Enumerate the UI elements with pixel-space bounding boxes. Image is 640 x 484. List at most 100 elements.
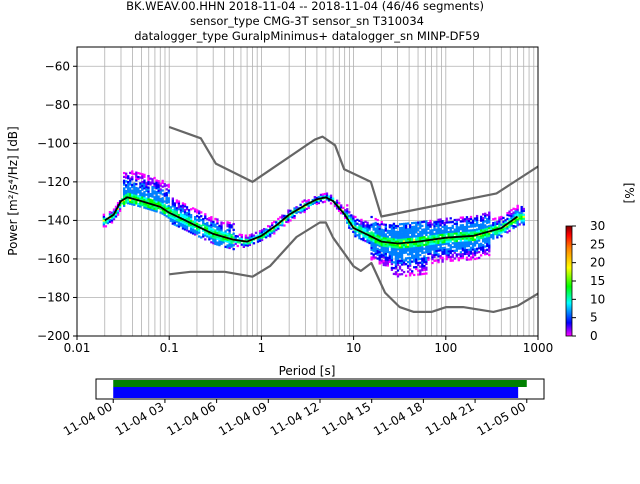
psd-cell bbox=[145, 199, 148, 202]
psd-cell bbox=[220, 221, 223, 224]
psd-cell bbox=[354, 233, 357, 236]
psd-cell bbox=[254, 231, 258, 234]
psd-cell bbox=[417, 252, 420, 255]
psd-cell bbox=[429, 244, 432, 248]
psd-cell bbox=[262, 235, 266, 238]
psd-cell bbox=[400, 251, 404, 255]
psd-cell bbox=[340, 212, 343, 215]
colorbar-tick-label: 20 bbox=[590, 256, 605, 270]
psd-cell bbox=[386, 250, 390, 254]
psd-cell bbox=[165, 184, 168, 187]
psd-cell bbox=[490, 236, 493, 239]
psd-cell bbox=[386, 237, 390, 240]
psd-cell bbox=[133, 184, 136, 187]
psd-cell bbox=[135, 194, 138, 197]
psd-cell bbox=[131, 195, 134, 198]
psd-cell bbox=[137, 204, 140, 208]
psd-cell bbox=[431, 248, 434, 251]
psd-cell bbox=[122, 196, 126, 200]
psd-cell bbox=[508, 212, 511, 215]
psd-cell bbox=[488, 221, 491, 224]
psd-cell bbox=[465, 248, 469, 252]
psd-cell bbox=[411, 254, 414, 258]
psd-cell bbox=[171, 220, 174, 223]
psd-cell bbox=[514, 211, 517, 215]
psd-cell bbox=[273, 230, 276, 233]
psd-cell bbox=[465, 216, 469, 219]
psd-cell bbox=[153, 190, 156, 193]
psd-cell bbox=[370, 231, 373, 234]
psd-cell bbox=[202, 219, 205, 223]
psd-cell bbox=[157, 207, 160, 210]
psd-cell bbox=[447, 240, 450, 243]
psd-cell bbox=[218, 236, 221, 239]
psd-cell bbox=[206, 225, 209, 228]
psd-cell bbox=[153, 205, 156, 208]
psd-cell bbox=[451, 226, 454, 229]
psd-cell bbox=[465, 252, 469, 255]
psd-cell bbox=[382, 260, 385, 263]
psd-cell bbox=[267, 234, 270, 237]
psd-cell bbox=[388, 233, 392, 237]
psd-cell bbox=[463, 231, 467, 234]
psd-cell bbox=[449, 221, 452, 224]
psd-cell bbox=[165, 199, 168, 202]
psd-cell bbox=[469, 215, 473, 219]
psd-cell bbox=[198, 227, 201, 230]
psd-cell bbox=[159, 190, 162, 193]
psd-cell bbox=[461, 241, 465, 244]
psd-cell bbox=[220, 231, 223, 234]
psd-cell bbox=[465, 250, 469, 254]
psd-cell bbox=[400, 273, 404, 276]
psd-cell bbox=[411, 252, 414, 256]
psd-cell bbox=[473, 228, 477, 232]
psd-cell bbox=[400, 226, 404, 230]
psd-cell bbox=[408, 224, 412, 227]
psd-cell bbox=[423, 247, 426, 250]
psd-cell bbox=[488, 215, 491, 218]
psd-cell bbox=[443, 239, 446, 242]
psd-cell bbox=[411, 245, 414, 248]
psd-cell bbox=[516, 212, 519, 215]
psd-cell bbox=[185, 211, 189, 215]
psd-cell bbox=[496, 230, 499, 233]
psd-cell bbox=[429, 250, 432, 253]
psd-cell bbox=[386, 235, 390, 238]
psd-cell bbox=[143, 193, 146, 196]
psd-cell bbox=[366, 225, 369, 228]
psd-cell bbox=[502, 230, 505, 233]
psd-cell bbox=[486, 225, 489, 228]
psd-cell bbox=[277, 225, 280, 228]
psd-cell bbox=[165, 215, 168, 218]
psd-cell bbox=[459, 245, 463, 248]
psd-cell bbox=[431, 256, 434, 259]
psd-cell bbox=[413, 258, 416, 261]
psd-cell bbox=[193, 210, 197, 213]
psd-cell bbox=[206, 221, 209, 225]
psd-cell bbox=[404, 228, 408, 231]
psd-cell bbox=[106, 221, 110, 225]
psd-cell bbox=[131, 185, 134, 189]
psd-cell bbox=[408, 247, 412, 250]
psd-cell bbox=[467, 258, 471, 261]
psd-cell bbox=[415, 262, 418, 265]
psd-cell bbox=[453, 222, 456, 225]
psd-cell bbox=[435, 220, 438, 224]
psd-cell bbox=[127, 175, 130, 178]
psd-cell bbox=[482, 228, 485, 231]
psd-cell bbox=[362, 225, 365, 228]
psd-cell bbox=[262, 229, 266, 233]
psd-cell bbox=[522, 221, 525, 224]
psd-cell bbox=[183, 212, 187, 216]
colorbar-tick-label: 0 bbox=[590, 329, 598, 343]
psd-cell bbox=[413, 225, 416, 228]
psd-cell bbox=[455, 222, 458, 225]
psd-cell bbox=[498, 216, 501, 219]
psd-cell bbox=[419, 244, 422, 247]
psd-cell bbox=[417, 261, 420, 265]
psd-cell bbox=[514, 221, 517, 224]
psd-cell bbox=[435, 232, 438, 235]
psd-cell bbox=[183, 210, 187, 214]
psd-cell bbox=[479, 223, 483, 226]
psd-cell bbox=[441, 233, 444, 236]
